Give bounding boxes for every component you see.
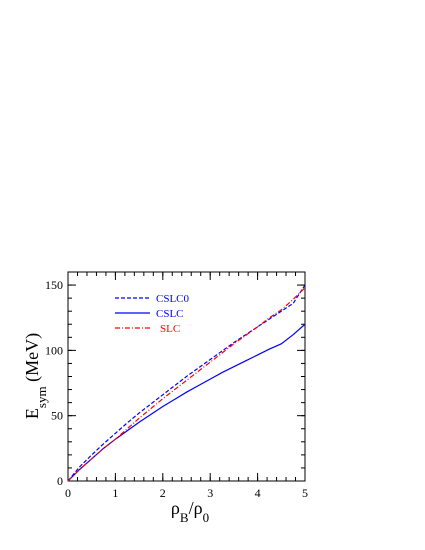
x-tick-label: 5 [302,486,308,500]
x-tick-label: 4 [255,486,261,500]
legend-label-cslc0: CSLC0 [156,293,190,305]
x-tick-label: 2 [160,486,166,500]
legend: CSLC0 CSLC SLC [115,293,190,335]
y-tick-label: 0 [57,474,63,488]
x-tick-label: 3 [207,486,213,500]
y-tick-label: 50 [51,409,63,423]
series-line-slc [67,287,306,482]
y-tick-label: 100 [45,343,63,357]
x-axis-label-main: ρ [171,498,180,518]
y-axis-label-rest: (MeV) [22,333,43,386]
x-tick-label: 0 [65,486,71,500]
axis-ticks [67,271,306,482]
y-axis-label-sub: sym [34,386,49,408]
y-axis-label-main: E [22,408,42,419]
y-tick-label: 150 [45,278,63,292]
series-line-cslc0 [67,284,306,482]
legend-label-slc: SLC [160,323,180,335]
series-layer [67,284,306,482]
x-axis-label-sub2: 0 [203,510,210,525]
x-tick-label: 1 [112,486,118,500]
x-axis-label-sub1: B [180,510,189,525]
legend-label-cslc: CSLC [156,308,184,320]
x-axis-label: ρB/ρ0 [171,498,209,525]
series-line-cslc [67,323,306,482]
x-axis-label-sep: /ρ [189,498,203,518]
y-axis-label: Esym (MeV) [22,333,49,419]
